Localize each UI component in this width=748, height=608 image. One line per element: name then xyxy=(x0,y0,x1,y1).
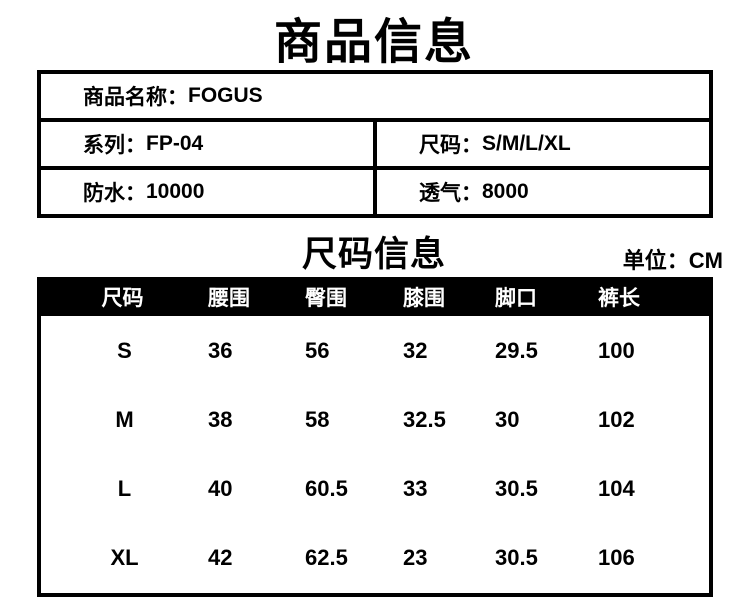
sizes-label: 尺码： xyxy=(419,134,482,157)
cell-size: S xyxy=(117,337,132,363)
cell-knee: 32 xyxy=(403,337,428,363)
series-value: FP-04 xyxy=(146,132,204,155)
sizes-value: S/M/L/XL xyxy=(482,132,571,155)
waterproof-cell: 防水： 10000 xyxy=(41,170,373,214)
sizes-cell: 尺码： S/M/L/XL xyxy=(373,122,709,166)
cell-pant-length: 100 xyxy=(598,337,635,363)
cell-leg-opening: 30.5 xyxy=(495,475,538,501)
info-row-waterproof-breathable: 防水： 10000 透气： 8000 xyxy=(41,166,709,214)
series-label: 系列： xyxy=(83,134,146,157)
cell-waist: 42 xyxy=(208,544,233,570)
header-leg-opening: 脚口 xyxy=(495,286,537,310)
cell-leg-opening: 30 xyxy=(495,406,520,432)
unit-label: 单位：CM xyxy=(622,248,723,273)
cell-pant-length: 104 xyxy=(598,475,635,501)
breathable-label: 透气： xyxy=(419,182,482,205)
cell-size: L xyxy=(117,475,132,501)
table-row-m: M 38 58 32.5 30 102 xyxy=(41,385,709,454)
cell-waist: 38 xyxy=(208,406,233,432)
cell-waist: 36 xyxy=(208,337,233,363)
product-name-label: 商品名称： xyxy=(83,86,188,109)
product-info-table: 商品名称： FOGUS 系列： FP-04 尺码： S/M/L/XL 防水： 10000… xyxy=(37,70,713,218)
cell-leg-opening: 30.5 xyxy=(495,544,538,570)
size-table-header: 尺码 腰围 臀围 膝围 脚口 裤长 xyxy=(37,277,713,316)
cell-pant-length: 102 xyxy=(598,406,635,432)
product-name-cell: 商品名称： FOGUS xyxy=(41,74,709,118)
info-row-series-size: 系列： FP-04 尺码： S/M/L/XL xyxy=(41,118,709,166)
cell-hip: 58 xyxy=(305,406,330,432)
table-row-xl: XL 42 62.5 23 30.5 106 xyxy=(41,523,709,592)
waterproof-label: 防水： xyxy=(83,182,146,205)
table-row-l: L 40 60.5 33 30.5 104 xyxy=(41,454,709,523)
cell-leg-opening: 29.5 xyxy=(495,337,538,363)
info-row-product-name: 商品名称： FOGUS xyxy=(41,74,709,118)
cell-hip: 62.5 xyxy=(305,544,348,570)
breathable-cell: 透气： 8000 xyxy=(373,170,709,214)
cell-knee: 23 xyxy=(403,544,428,570)
product-name-value: FOGUS xyxy=(188,84,263,107)
cell-hip: 56 xyxy=(305,337,330,363)
header-pant-length: 裤长 xyxy=(598,286,640,310)
cell-size: XL xyxy=(110,544,139,570)
header-waist: 腰围 xyxy=(208,286,250,310)
breathable-value: 8000 xyxy=(482,180,529,203)
cell-waist: 40 xyxy=(208,475,233,501)
page-title: 商品信息 xyxy=(273,16,474,69)
cell-hip: 60.5 xyxy=(305,475,348,501)
cell-pant-length: 106 xyxy=(598,544,635,570)
series-cell: 系列： FP-04 xyxy=(41,122,373,166)
cell-knee: 32.5 xyxy=(403,406,446,432)
cell-size: M xyxy=(115,406,134,432)
cell-knee: 33 xyxy=(403,475,428,501)
size-table-body: S 36 56 32 29.5 100 M 38 58 32.5 30 102 … xyxy=(37,316,713,597)
header-hip: 臀围 xyxy=(305,286,347,310)
table-row-s: S 36 56 32 29.5 100 xyxy=(41,316,709,385)
size-section-title: 尺码信息 xyxy=(301,235,446,274)
header-size: 尺码 xyxy=(101,286,144,310)
waterproof-value: 10000 xyxy=(146,180,205,203)
header-knee: 膝围 xyxy=(403,286,445,310)
